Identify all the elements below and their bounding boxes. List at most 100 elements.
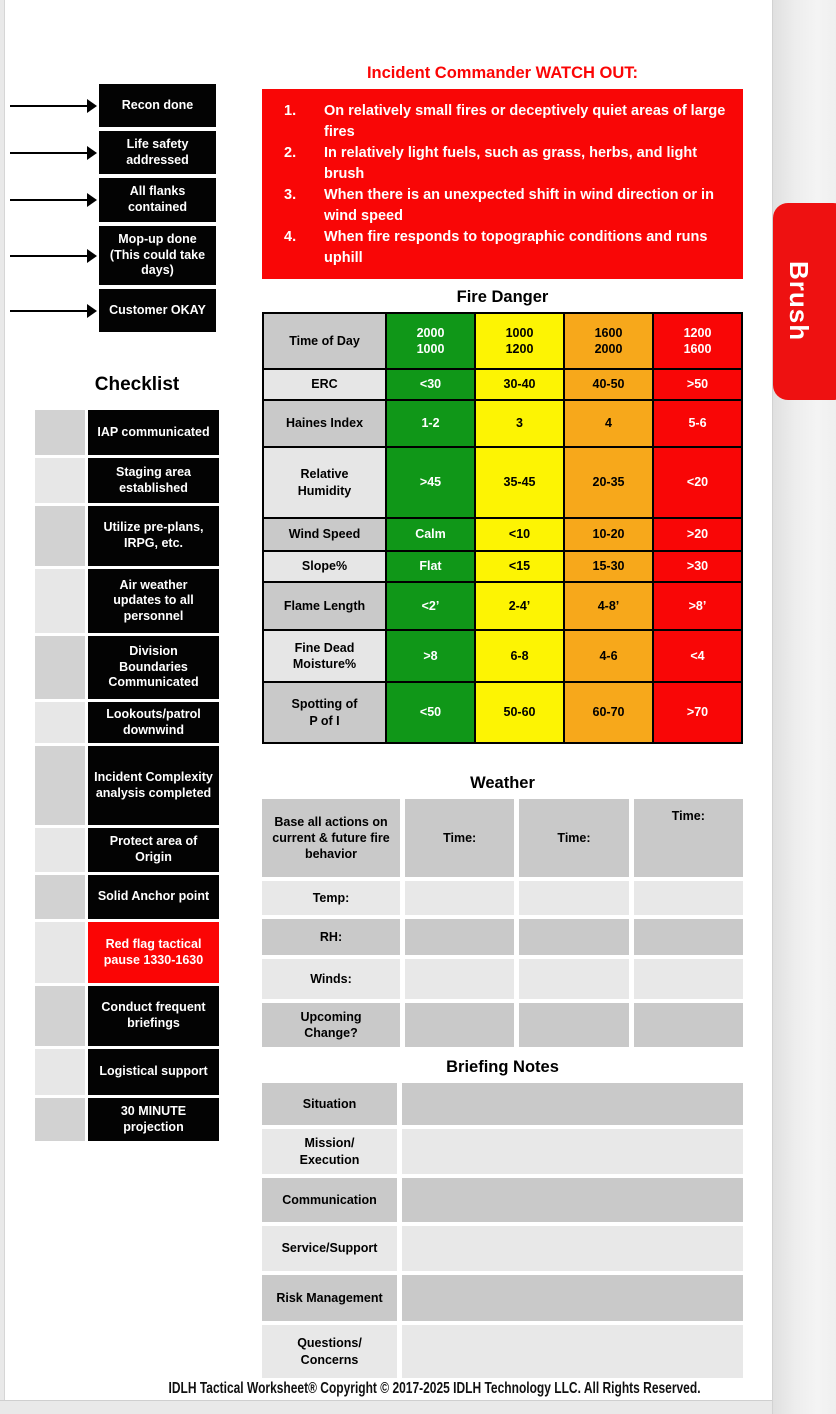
weather-time-header[interactable]: Time: xyxy=(405,799,515,877)
checklist-checkbox[interactable] xyxy=(35,410,85,455)
watch-out-item-text: In relatively light fuels, such as grass… xyxy=(324,145,698,183)
fire-danger-row: Wind Speed Calm <10 10-20 >20 xyxy=(262,517,743,552)
fire-danger-row-label: Haines Index xyxy=(262,399,387,448)
checklist-item-label: 30 MINUTE projection xyxy=(88,1098,219,1141)
checklist-item-label: Air weather updates to all personnel xyxy=(88,569,219,633)
tab-brush[interactable]: Brush xyxy=(773,203,836,400)
briefing-row-label: Situation xyxy=(262,1083,397,1125)
weather-input-cell[interactable] xyxy=(519,959,629,999)
fire-danger-title: Fire Danger xyxy=(456,288,549,306)
checklist-checkbox[interactable] xyxy=(35,828,85,872)
checklist-row: Logistical support xyxy=(35,1049,219,1095)
checklist-row: Protect area of Origin xyxy=(35,828,219,872)
arrow-right-icon xyxy=(10,193,97,207)
briefing-input-cell[interactable] xyxy=(402,1325,743,1378)
weather-input-cell[interactable] xyxy=(633,881,743,915)
fire-danger-cell-green: <2’ xyxy=(385,581,476,631)
fire-danger-cell-orange: 4-8’ xyxy=(563,581,654,631)
watch-out-item-number: 2. xyxy=(284,145,297,162)
watch-out-title: Incident Commander WATCH OUT: xyxy=(366,64,639,82)
checklist-item-text: Conduct frequent briefings xyxy=(101,1000,206,1030)
briefing-input-cell[interactable] xyxy=(402,1083,743,1125)
fire-danger-cell-red: >50 xyxy=(652,368,743,401)
checklist-row: Solid Anchor point xyxy=(35,875,219,919)
checklist-checkbox[interactable] xyxy=(35,569,85,633)
weather-input-cell[interactable] xyxy=(633,959,743,999)
watch-out-item-text: When there is an unexpected shift in win… xyxy=(324,187,714,225)
fire-danger-cell-green: 2000 1000 xyxy=(385,312,476,370)
weather-input-cell[interactable] xyxy=(405,881,515,915)
checklist-checkbox[interactable] xyxy=(35,746,85,825)
checklist-title: Checklist xyxy=(94,374,180,395)
weather-input-cell[interactable] xyxy=(633,1003,743,1047)
weather-input-cell[interactable] xyxy=(405,1003,515,1047)
checklist-item-text: Protect area of Origin xyxy=(109,834,198,864)
watch-out-item: 2. In relatively light fuels, such as gra… xyxy=(262,143,737,185)
weather-input-cell[interactable] xyxy=(405,919,515,955)
checklist-row: Utilize pre-plans, IRPG, etc. xyxy=(35,506,219,566)
checklist-item-label: IAP communicated xyxy=(88,410,219,455)
fire-danger-cell-yellow: 50-60 xyxy=(474,681,565,744)
checklist-item-text: Solid Anchor point xyxy=(97,889,210,904)
fire-danger-cell-green: <30 xyxy=(385,368,476,401)
checklist-item-label: Utilize pre-plans, IRPG, etc. xyxy=(88,506,219,566)
fire-danger-cell-orange: 1600 2000 xyxy=(563,312,654,370)
status-box-label: Recon done xyxy=(121,97,194,112)
fire-danger-cell-red: 5-6 xyxy=(652,399,743,448)
checklist-checkbox[interactable] xyxy=(35,458,85,503)
fire-danger-cell-orange: 10-20 xyxy=(563,517,654,552)
briefing-row-label: Questions/ Concerns xyxy=(262,1325,397,1378)
checklist-checkbox[interactable] xyxy=(35,875,85,919)
status-row: Life safety addressed xyxy=(10,131,216,174)
briefing-input-cell[interactable] xyxy=(402,1129,743,1174)
briefing-input-cell[interactable] xyxy=(402,1178,743,1222)
fire-danger-row: ERC <30 30-40 40-50 >50 xyxy=(262,368,743,401)
fire-danger-row: Relative Humidity >45 35-45 20-35 <20 xyxy=(262,446,743,519)
fire-danger-cell-yellow: 6-8 xyxy=(474,629,565,683)
watch-out-section: Incident Commander WATCH OUT: 1. On relat… xyxy=(262,64,743,280)
weather-input-cell[interactable] xyxy=(633,919,743,955)
weather-input-cell[interactable] xyxy=(519,881,629,915)
fire-danger-cell-orange: 20-35 xyxy=(563,446,654,519)
checklist-checkbox[interactable] xyxy=(35,636,85,699)
checklist-row: Incident Complexity analysis completed xyxy=(35,746,219,825)
briefing-input-cell[interactable] xyxy=(402,1226,743,1271)
weather-input-cell[interactable] xyxy=(405,959,515,999)
fire-danger-table: Time of Day 2000 1000 1000 1200 1600 2000 12… xyxy=(262,312,743,744)
checklist-checkbox[interactable] xyxy=(35,1098,85,1141)
watch-out-item-number: 4. xyxy=(284,229,297,246)
checklist-checkbox[interactable] xyxy=(35,986,85,1046)
watch-out-list: 1. On relatively small fires or deceptive… xyxy=(262,89,743,280)
briefing-row-label: Risk Management xyxy=(262,1275,397,1321)
fire-danger-cell-red: >30 xyxy=(652,550,743,583)
fire-danger-cell-orange: 4-6 xyxy=(563,629,654,683)
checklist-item-label: Division Boundaries Communicated xyxy=(88,636,219,699)
weather-row-label: Temp: xyxy=(262,881,400,915)
checklist-row: 30 MINUTE projection xyxy=(35,1098,219,1141)
weather-input-cell[interactable] xyxy=(519,919,629,955)
checklist-checkbox[interactable] xyxy=(35,922,85,983)
checklist-item-text: Lookouts/patrol downwind xyxy=(106,706,201,737)
fire-danger-cell-red: >20 xyxy=(652,517,743,552)
status-box-label: Mop-up done (This could take days) xyxy=(109,232,206,278)
weather-time-header[interactable]: Time: xyxy=(633,799,743,877)
weather-row-label: Upcoming Change? xyxy=(262,1003,400,1047)
weather-input-cell[interactable] xyxy=(519,1003,629,1047)
checklist-row: Lookouts/patrol downwind xyxy=(35,702,219,743)
weather-time-header[interactable]: Time: xyxy=(519,799,629,877)
watch-out-item: 3. When there is an unexpected shift in w… xyxy=(262,185,737,227)
checklist-checkbox[interactable] xyxy=(35,702,85,743)
checklist-checkbox[interactable] xyxy=(35,1049,85,1095)
status-row: All flanks contained xyxy=(10,178,216,222)
checklist-item-text: Division Boundaries Communicated xyxy=(108,644,199,690)
briefing-notes-section: Briefing Notes Situation Mission/ Executi… xyxy=(262,1058,743,1378)
fire-danger-row-label: Relative Humidity xyxy=(262,446,387,519)
arrow-right-icon xyxy=(10,248,97,263)
checklist-checkbox[interactable] xyxy=(35,506,85,566)
fire-danger-row-label: Flame Length xyxy=(262,581,387,631)
checklist-rows: IAP communicated Staging area established… xyxy=(35,410,219,1141)
status-box-label: All flanks contained xyxy=(127,184,188,214)
tab-brush-label: Brush xyxy=(784,261,814,342)
checklist-row: Staging area established xyxy=(35,458,219,503)
briefing-input-cell[interactable] xyxy=(402,1275,743,1321)
